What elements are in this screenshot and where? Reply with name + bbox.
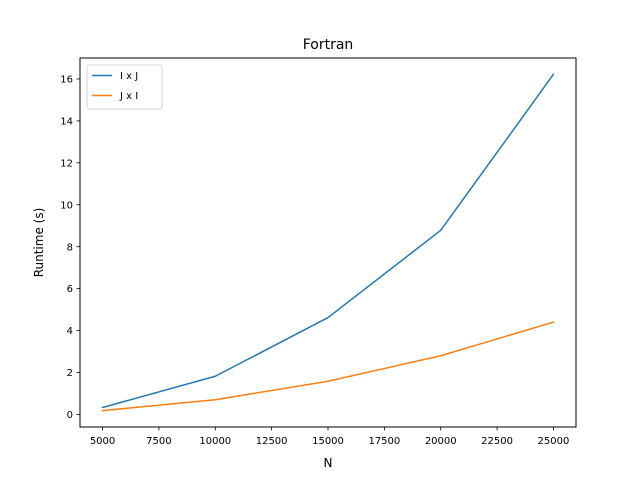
y-axis-label: Runtime (s): [32, 208, 46, 278]
plot-content: [101, 73, 555, 412]
x-tick-label: 12500: [256, 436, 288, 447]
x-tick-label: 10000: [199, 436, 231, 447]
x-tick-label: 22500: [481, 436, 513, 447]
x-axis: 5000 7500 10000 12500 15000 17500 20000 22500 25…: [90, 427, 570, 447]
legend-label-2: J x I: [119, 91, 138, 102]
x-tick-label: 7500: [146, 436, 171, 447]
series-line-1: [101, 73, 555, 409]
y-tick-label: 10: [60, 200, 73, 211]
y-tick-label: 14: [60, 116, 73, 127]
x-tick-label: 17500: [368, 436, 400, 447]
y-tick-label: 16: [60, 75, 73, 86]
x-tick-label: 25000: [538, 436, 570, 447]
y-tick-label: 4: [67, 326, 73, 337]
legend-label-1: I x J: [120, 71, 138, 82]
y-tick-label: 8: [67, 242, 73, 253]
x-tick-label: 20000: [425, 436, 457, 447]
x-tick-label: 5000: [90, 436, 115, 447]
x-axis-label: N: [324, 456, 333, 470]
legend: I x J J x I: [86, 64, 163, 110]
chart-title: Fortran: [303, 37, 354, 53]
series-line-2: [101, 321, 555, 412]
y-tick-label: 2: [67, 368, 73, 379]
y-axis: 0 2 4 6 8 10 12 14 16: [60, 75, 80, 421]
y-tick-label: 12: [60, 158, 73, 169]
x-tick-label: 15000: [312, 436, 344, 447]
y-tick-label: 6: [67, 284, 73, 295]
y-tick-label: 0: [67, 410, 73, 421]
